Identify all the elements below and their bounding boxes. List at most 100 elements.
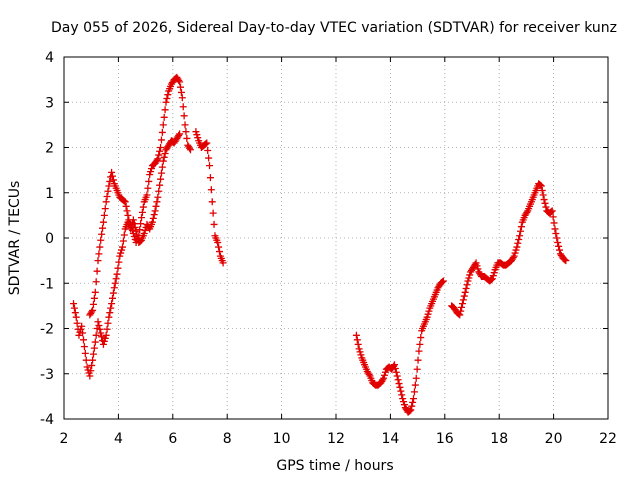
data-point [77, 325, 85, 333]
data-point [408, 402, 416, 410]
data-point [97, 236, 105, 244]
data-point [417, 334, 425, 342]
data-point [139, 203, 147, 211]
data-point [99, 224, 107, 232]
data-point [149, 214, 157, 222]
data-point [151, 207, 159, 215]
data-point [549, 213, 557, 221]
data-point [488, 275, 496, 283]
data-point [159, 157, 167, 165]
data-point [120, 197, 128, 205]
data-point [472, 259, 480, 267]
data-point [99, 218, 107, 226]
x-tick-label: 10 [273, 431, 291, 447]
data-point [112, 275, 120, 283]
series-track2 [86, 130, 184, 319]
data-point [561, 256, 569, 264]
data-point [562, 257, 570, 265]
data-point [439, 278, 447, 286]
data-point [206, 174, 214, 182]
data-point [381, 368, 389, 376]
data-point [159, 121, 167, 129]
data-point [106, 309, 114, 317]
data-point [137, 220, 145, 228]
data-point [460, 292, 468, 300]
data-point [157, 136, 165, 144]
data-point [117, 249, 125, 257]
data-point [92, 278, 100, 286]
data-point [72, 313, 80, 321]
chart-title: Day 055 of 2026, Sidereal Day-to-day VTE… [51, 20, 617, 36]
data-point [466, 271, 474, 279]
data-point [160, 153, 168, 161]
data-point [87, 367, 95, 375]
data-point [101, 205, 109, 213]
data-point [380, 374, 388, 382]
data-point [178, 94, 186, 102]
data-point [397, 387, 405, 395]
data-point [180, 112, 188, 120]
data-point [109, 289, 117, 297]
data-point [463, 281, 471, 289]
data-point [462, 285, 470, 293]
x-tick-label: 6 [168, 431, 177, 447]
data-point [162, 98, 170, 106]
data-point [89, 306, 97, 314]
data-point [101, 334, 109, 342]
data-point [182, 128, 190, 136]
data-point [156, 147, 164, 155]
x-tick-label: 20 [545, 431, 563, 447]
data-point [407, 406, 415, 414]
data-point [115, 258, 123, 266]
data-point [186, 146, 194, 154]
x-tick-label: 8 [223, 431, 232, 447]
data-point [409, 398, 417, 406]
data-point [118, 243, 126, 251]
data-point [105, 182, 113, 190]
data-point [99, 340, 107, 348]
data-point [181, 121, 189, 129]
data-point [103, 325, 111, 333]
data-point [539, 191, 547, 199]
data-point [512, 246, 520, 254]
data-point [157, 175, 165, 183]
data-point [80, 343, 88, 351]
data-point [161, 106, 169, 114]
data-point [550, 219, 558, 227]
data-point [510, 252, 518, 260]
data-point [547, 208, 555, 216]
data-point [114, 264, 122, 272]
data-point [204, 147, 212, 155]
series-track4 [352, 277, 447, 416]
data-point [147, 165, 155, 173]
data-point [517, 227, 525, 235]
data-point [541, 199, 549, 207]
data-point [399, 395, 407, 403]
data-point [208, 198, 216, 206]
data-point [94, 318, 102, 326]
data-point [132, 227, 140, 235]
data-point [554, 239, 562, 247]
data-point [210, 220, 218, 228]
data-point [88, 308, 96, 316]
data-point [109, 294, 117, 302]
data-point [179, 103, 187, 111]
data-point [400, 401, 408, 409]
data-point [98, 333, 106, 341]
data-point [95, 321, 103, 329]
data-point [123, 207, 131, 215]
data-point [551, 225, 559, 233]
data-point [513, 243, 521, 251]
data-point [147, 168, 155, 176]
y-tick-label: -3 [40, 367, 54, 383]
y-tick-label: 3 [45, 95, 54, 111]
x-tick-label: 18 [490, 431, 508, 447]
data-point [177, 83, 185, 91]
data-point [71, 309, 79, 317]
data-point [79, 329, 87, 337]
data-point [410, 388, 418, 396]
data-point [381, 371, 389, 379]
data-point [90, 294, 98, 302]
data-point [106, 177, 114, 185]
data-point [78, 322, 86, 330]
